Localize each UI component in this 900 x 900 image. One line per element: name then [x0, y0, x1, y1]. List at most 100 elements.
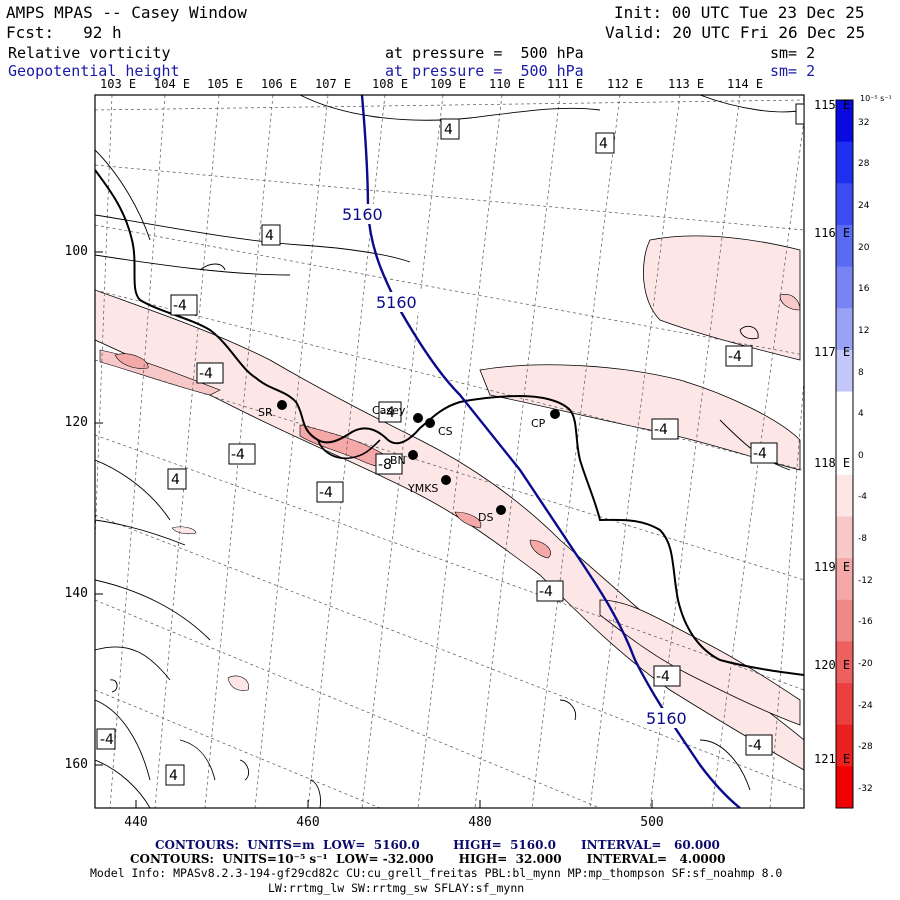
vort-label: -4	[319, 485, 333, 501]
graticule-parallels	[95, 99, 804, 808]
colorbar-tick-label: 4	[858, 409, 864, 420]
colorbar-swatch	[836, 433, 853, 476]
coastline	[95, 169, 804, 676]
colorbar-swatch	[836, 641, 853, 684]
vort-label: -4	[231, 447, 245, 463]
colorbar-swatch	[836, 349, 853, 393]
height-label: 5160	[646, 709, 687, 728]
vorticity-contour-labels: 4 4 4 -4 -4 -4 -4 -8 -4 -4 -4 -4 -4 -4 -…	[96, 103, 805, 786]
graticule-meridians	[95, 95, 804, 808]
vort-label: -4	[173, 298, 187, 314]
top-lon-label: 104 E	[154, 77, 191, 91]
station-label-sr: SR	[258, 406, 273, 419]
station-label-ds: DS	[478, 511, 493, 524]
vorticity-shading	[95, 235, 804, 771]
valid-time: Valid: 20 UTC Fri 26 Dec 25	[605, 23, 866, 42]
colorbar-tick-label: 20	[858, 242, 870, 253]
x-tick-label: 480	[468, 815, 492, 830]
height-label: 5160	[376, 293, 417, 312]
vorticity-contour-info: CONTOURS: UNITS=10⁻⁵ s⁻¹ LOW= -32.000 HI…	[130, 852, 726, 866]
colorbar-tick-label: 28	[858, 159, 870, 170]
vort-label: -4	[100, 732, 114, 748]
colorbar-tick-label: -4	[858, 492, 867, 503]
station-marker-casey	[413, 413, 423, 423]
top-lon-label: 105 E	[207, 77, 244, 91]
station-marker-cs	[425, 418, 435, 428]
x-tick-label: 500	[640, 815, 664, 830]
colorbar-tick-label: -16	[858, 617, 873, 628]
field1-level: at pressure = 500 hPa	[385, 44, 584, 62]
colorbar-tick-label: -24	[858, 700, 873, 711]
forecast-hour: Fcst: 92 h	[6, 23, 122, 42]
vort-label: 4	[169, 768, 178, 784]
y-tick-label: 160	[64, 757, 88, 772]
station-label-casey: Casey	[372, 404, 406, 417]
y-tick-label: 100	[64, 244, 88, 259]
x-tick-label: 460	[296, 815, 320, 830]
vort-label: 4	[599, 136, 608, 152]
colorbar-tick-label: -12	[858, 575, 873, 586]
coastline-inlet	[317, 439, 381, 460]
field1-name: Relative vorticity	[8, 44, 171, 62]
top-lon-label: 108 E	[372, 77, 409, 91]
top-lon-label: 107 E	[315, 77, 352, 91]
right-lon-label: 121 E	[814, 752, 851, 766]
colorbar-swatch	[836, 599, 853, 642]
stations: SR Casey CS CP BN YMKS DS	[258, 400, 560, 524]
plot-title: AMPS MPAS -- Casey Window	[6, 3, 247, 22]
colorbar-tick-label: -8	[858, 534, 867, 545]
top-lon-label: 112 E	[607, 77, 644, 91]
colorbar-swatch	[836, 558, 853, 601]
colorbar-tick-label: 8	[858, 367, 864, 378]
field2-smoothing: sm= 2	[770, 62, 816, 80]
colorbar-tick-label: -32	[858, 784, 873, 794]
init-time: Init: 00 UTC Tue 23 Dec 25	[614, 3, 865, 22]
vort-label: 4	[171, 472, 180, 488]
top-lon-label: 114 E	[727, 77, 764, 91]
station-marker-ds	[496, 505, 506, 515]
top-lon-label: 111 E	[547, 77, 584, 91]
model-info: Model Info: MPASv8.2.3-194-gf29cd82c CU:…	[90, 866, 783, 880]
top-lon-label: 110 E	[489, 77, 526, 91]
height-contour-info: CONTOURS: UNITS=m LOW= 5160.0 HIGH= 5160…	[155, 838, 720, 852]
vort-label: -4	[728, 349, 742, 365]
axis-tick-marks	[95, 251, 653, 808]
model-info-2: LW:rrtmg_lw SW:rrtmg_sw SFLAY:sf_mynn	[268, 881, 525, 895]
colorbar-swatch	[836, 266, 853, 309]
station-label-bn: BN	[390, 454, 406, 467]
x-tick-label: 440	[124, 815, 148, 830]
station-marker-ymks	[441, 475, 451, 485]
colorbar-swatch	[836, 516, 853, 559]
vort-label: -4	[654, 422, 668, 438]
vort-label: -4	[381, 405, 395, 421]
station-marker-cp	[550, 409, 560, 419]
vort-label: -4	[656, 669, 670, 685]
colorbar-swatch	[836, 224, 853, 268]
right-lon-label: 119 E	[814, 560, 851, 574]
station-label-cs: CS	[438, 425, 453, 438]
colorbar-tick-label: 32	[858, 117, 870, 128]
colorbar-tick-label: -20	[858, 659, 873, 670]
y-tick-label: 120	[64, 415, 88, 430]
colorbar-swatch	[836, 183, 853, 226]
field1-smoothing: sm= 2	[770, 44, 816, 62]
right-lon-label: 115 E	[814, 98, 851, 112]
colorbar-swatch	[836, 724, 853, 767]
colorbar-tick-label: -28	[858, 742, 873, 753]
colorbar-tick-label: 24	[858, 200, 870, 211]
station-marker-bn	[408, 450, 418, 460]
vort-label: -4	[748, 738, 762, 754]
colorbar-tick-label: 0	[858, 450, 864, 461]
colorbar-swatch	[836, 391, 853, 434]
top-lon-label: 103 E	[100, 77, 137, 91]
colorbar-swatch	[836, 474, 853, 517]
right-lon-label: 117 E	[814, 345, 851, 359]
station-marker-sr	[277, 400, 287, 410]
vort-label: -4	[539, 584, 553, 600]
vort-label: -8	[378, 457, 392, 473]
right-lon-label: 118 E	[814, 456, 851, 470]
right-lon-label: 116 E	[814, 226, 851, 240]
field2-name: Geopotential height	[8, 62, 180, 80]
vort-label: 4	[444, 122, 453, 138]
